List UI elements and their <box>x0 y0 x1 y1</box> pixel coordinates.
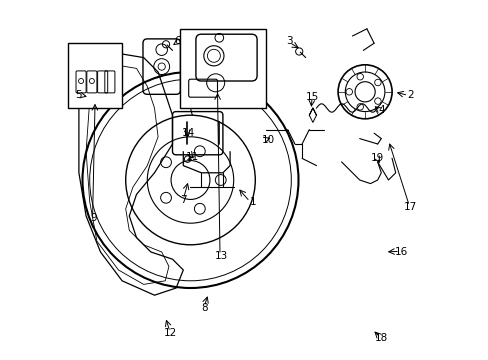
Text: 9: 9 <box>90 213 97 223</box>
Text: 5: 5 <box>76 90 82 100</box>
Text: 17: 17 <box>403 202 416 212</box>
Text: 14: 14 <box>182 128 195 138</box>
Text: 15: 15 <box>305 92 319 102</box>
Text: 19: 19 <box>370 153 384 163</box>
Text: 11: 11 <box>185 152 199 162</box>
Text: 4: 4 <box>377 105 384 115</box>
Text: 7: 7 <box>180 195 186 205</box>
Text: 2: 2 <box>406 90 412 100</box>
Bar <box>179 29 265 108</box>
Text: 10: 10 <box>261 135 274 145</box>
Text: 1: 1 <box>250 197 256 207</box>
Text: 12: 12 <box>164 328 177 338</box>
Text: 8: 8 <box>201 303 208 313</box>
Text: 13: 13 <box>214 251 227 261</box>
Bar <box>68 43 122 108</box>
Text: 6: 6 <box>174 36 181 46</box>
Text: 3: 3 <box>285 36 292 46</box>
Text: 18: 18 <box>374 333 387 343</box>
Text: 16: 16 <box>394 247 407 257</box>
